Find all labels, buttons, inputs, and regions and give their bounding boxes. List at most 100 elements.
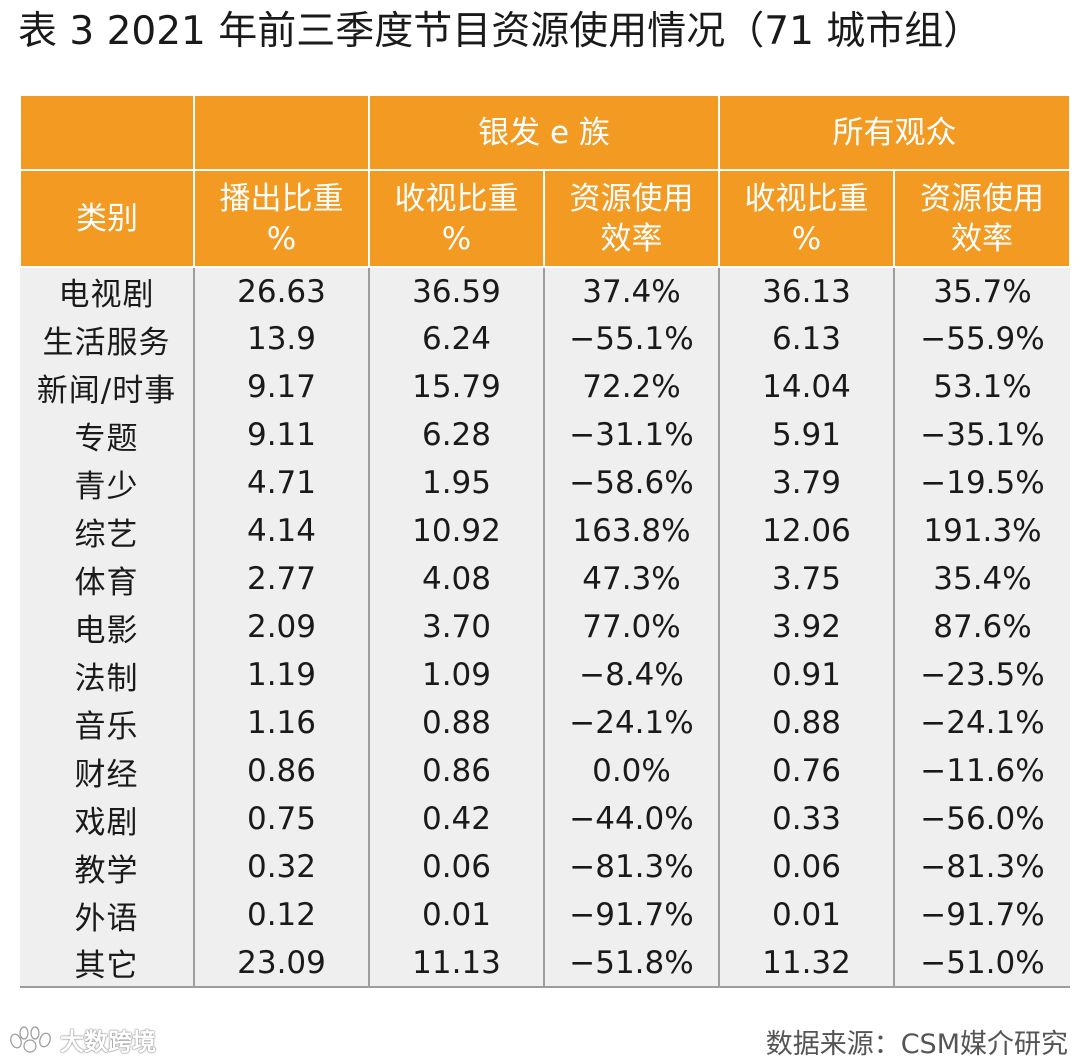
cell-all-view-share: 0.01 — [718, 891, 894, 939]
cell-silver-view-share: 0.06 — [368, 843, 544, 891]
cell-silver-view-share: 1.95 — [368, 459, 544, 507]
cell-all-efficiency: 35.7% — [893, 267, 1070, 315]
cell-broadcast-share: 2.09 — [193, 603, 369, 651]
column-header-all-efficiency: 资源使用 效率 — [893, 169, 1071, 268]
table-row: 戏剧 0.75 0.42 −44.0% 0.33 −56.0% — [20, 795, 1070, 843]
table-row: 法制 1.19 1.09 −8.4% 0.91 −23.5% — [20, 651, 1070, 699]
cell-all-efficiency: 35.4% — [893, 555, 1070, 603]
column-header-line: 播出比重 — [219, 180, 344, 217]
table-row: 专题 9.11 6.28 −31.1% 5.91 −35.1% — [20, 411, 1070, 459]
cell-all-view-share: 3.79 — [718, 459, 894, 507]
cell-silver-efficiency: −24.1% — [543, 699, 719, 747]
cell-category: 教学 — [20, 843, 194, 891]
cell-category: 电视剧 — [20, 267, 194, 315]
cell-all-efficiency: −55.9% — [893, 315, 1070, 363]
column-header-line: % — [266, 220, 297, 257]
cell-all-view-share: 0.06 — [718, 843, 894, 891]
column-header-category: 类别 — [19, 169, 195, 268]
cell-broadcast-share: 0.32 — [193, 843, 369, 891]
cell-all-view-share: 36.13 — [718, 267, 894, 315]
cell-all-efficiency: −56.0% — [893, 795, 1070, 843]
column-header-line: 收视比重 — [744, 180, 869, 217]
cell-silver-efficiency: −8.4% — [543, 651, 719, 699]
table-row: 体育 2.77 4.08 47.3% 3.75 35.4% — [20, 555, 1070, 603]
table-row: 生活服务 13.9 6.24 −55.1% 6.13 −55.9% — [20, 315, 1070, 363]
cell-category: 新闻/时事 — [20, 363, 194, 411]
cell-all-view-share: 0.88 — [718, 699, 894, 747]
cell-silver-efficiency: −58.6% — [543, 459, 719, 507]
cell-broadcast-share: 23.09 — [193, 939, 369, 988]
cell-silver-efficiency: −51.8% — [543, 939, 719, 988]
cell-broadcast-share: 13.9 — [193, 315, 369, 363]
cell-category: 其它 — [20, 939, 194, 988]
cell-silver-efficiency: 0.0% — [543, 747, 719, 795]
cell-all-view-share: 6.13 — [718, 315, 894, 363]
cell-all-efficiency: −91.7% — [893, 891, 1070, 939]
cell-category: 音乐 — [20, 699, 194, 747]
table-body: 电视剧 26.63 36.59 37.4% 36.13 35.7% 生活服务 13.9 6.24… — [20, 267, 1070, 988]
cell-broadcast-share: 0.12 — [193, 891, 369, 939]
cell-all-efficiency: −19.5% — [893, 459, 1070, 507]
cell-category: 戏剧 — [20, 795, 194, 843]
cell-all-view-share: 0.91 — [718, 651, 894, 699]
table-row: 音乐 1.16 0.88 −24.1% 0.88 −24.1% — [20, 699, 1070, 747]
cell-all-efficiency: −81.3% — [893, 843, 1070, 891]
header-empty-cell — [19, 94, 195, 171]
cell-silver-view-share: 11.13 — [368, 939, 544, 988]
cell-silver-view-share: 6.24 — [368, 315, 544, 363]
cell-category: 综艺 — [20, 507, 194, 555]
column-header-line: % — [441, 220, 472, 257]
table-row: 综艺 4.14 10.92 163.8% 12.06 191.3% — [20, 507, 1070, 555]
page-title: 表 3 2021 年前三季度节目资源使用情况（71 城市组） — [18, 9, 983, 54]
cell-all-efficiency: 53.1% — [893, 363, 1070, 411]
cell-silver-view-share: 0.86 — [368, 747, 544, 795]
cell-broadcast-share: 0.86 — [193, 747, 369, 795]
cell-category: 财经 — [20, 747, 194, 795]
column-header-silver-efficiency: 资源使用 效率 — [543, 169, 720, 268]
cell-all-view-share: 14.04 — [718, 363, 894, 411]
cell-silver-view-share: 6.28 — [368, 411, 544, 459]
cell-silver-view-share: 1.09 — [368, 651, 544, 699]
cell-silver-view-share: 10.92 — [368, 507, 544, 555]
cell-silver-efficiency: −55.1% — [543, 315, 719, 363]
cell-silver-efficiency: 77.0% — [543, 603, 719, 651]
cell-broadcast-share: 4.14 — [193, 507, 369, 555]
cell-all-view-share: 0.33 — [718, 795, 894, 843]
watermark: 大数跨境 — [8, 1022, 156, 1056]
cell-silver-view-share: 0.01 — [368, 891, 544, 939]
cell-broadcast-share: 0.75 — [193, 795, 369, 843]
table-row: 其它 23.09 11.13 −51.8% 11.32 −51.0% — [20, 939, 1070, 988]
table-row: 电影 2.09 3.70 77.0% 3.92 87.6% — [20, 603, 1070, 651]
cell-category: 专题 — [20, 411, 194, 459]
column-header-line: 收视比重 — [394, 180, 519, 217]
cell-silver-view-share: 0.42 — [368, 795, 544, 843]
cell-broadcast-share: 2.77 — [193, 555, 369, 603]
cell-all-efficiency: −11.6% — [893, 747, 1070, 795]
table-row: 教学 0.32 0.06 −81.3% 0.06 −81.3% — [20, 843, 1070, 891]
column-header-line: % — [791, 220, 822, 257]
cell-all-efficiency: −24.1% — [893, 699, 1070, 747]
cell-silver-efficiency: 72.2% — [543, 363, 719, 411]
cell-all-efficiency: −23.5% — [893, 651, 1070, 699]
cell-category: 生活服务 — [20, 315, 194, 363]
cell-all-view-share: 5.91 — [718, 411, 894, 459]
header-group-row: 银发 e 族 所有观众 — [19, 94, 1071, 171]
group-header-silver: 银发 e 族 — [368, 94, 720, 171]
program-resource-table: 银发 e 族 所有观众 类别 播出比重 % 收视比重 % 资源使用 效率 收视比… — [19, 94, 1071, 988]
header-column-row: 类别 播出比重 % 收视比重 % 资源使用 效率 收视比重 % 资源使用 效率 — [19, 169, 1071, 268]
column-header-broadcast: 播出比重 % — [193, 169, 370, 268]
cell-silver-view-share: 4.08 — [368, 555, 544, 603]
table-row: 青少 4.71 1.95 −58.6% 3.79 −19.5% — [20, 459, 1070, 507]
cell-all-view-share: 3.92 — [718, 603, 894, 651]
cell-all-efficiency: −51.0% — [893, 939, 1070, 988]
cell-all-view-share: 3.75 — [718, 555, 894, 603]
cell-all-view-share: 11.32 — [718, 939, 894, 988]
group-header-all: 所有观众 — [718, 94, 1071, 171]
column-header-silver-view: 收视比重 % — [368, 169, 545, 268]
cell-broadcast-share: 4.71 — [193, 459, 369, 507]
cell-silver-efficiency: 37.4% — [543, 267, 719, 315]
cell-silver-efficiency: −31.1% — [543, 411, 719, 459]
cell-silver-efficiency: 163.8% — [543, 507, 719, 555]
cell-silver-efficiency: −44.0% — [543, 795, 719, 843]
source-note: 数据来源：CSM媒介研究 — [765, 1029, 1068, 1060]
